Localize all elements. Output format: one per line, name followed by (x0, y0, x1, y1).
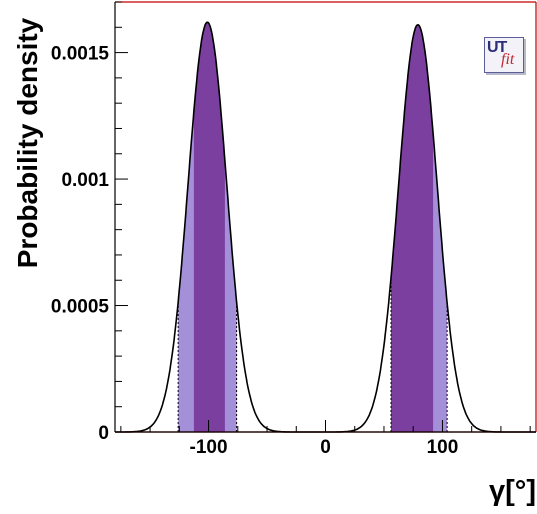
logo-fit-text: fit (501, 51, 515, 68)
utfit-logo: UT fit (484, 37, 524, 73)
y-tick-label: 0.0005 (51, 297, 110, 318)
band-68-peak-1 (193, 22, 225, 432)
x-axis-title: γ[°] (489, 475, 536, 507)
y-tick-label: 0.0015 (51, 44, 110, 65)
x-tick-label: -100 (190, 437, 228, 458)
x-tick-label: 0 (320, 437, 331, 458)
x-tick-label: 100 (427, 437, 459, 458)
logo-ut-text: UT (487, 39, 507, 56)
y-tick-label: 0 (98, 423, 109, 444)
x-ticks: -100 0 100 (120, 420, 531, 458)
y-axis-title: Probability density (12, 17, 43, 268)
y-ticks: 0 0.0005 0.001 0.0015 (51, 1, 128, 444)
y-tick-label: 0.001 (61, 170, 109, 191)
band-68-peak-2 (391, 24, 434, 433)
